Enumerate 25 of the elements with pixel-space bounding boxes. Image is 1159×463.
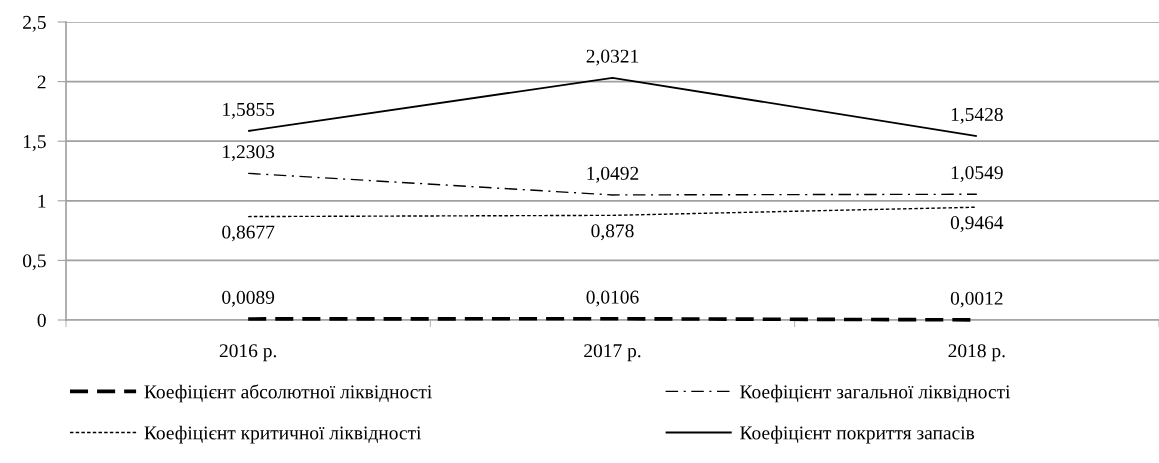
data-label: 1,5428 [951, 107, 1003, 124]
data-label: 0,878 [591, 224, 634, 241]
y-tick-label: 0,5 [22, 254, 46, 271]
data-label: 1,0492 [587, 166, 639, 183]
data-label: 1,2303 [223, 145, 275, 162]
legend-label: Коефіцієнт критичної ліквідності [144, 425, 422, 444]
x-tick-label: 2018 р. [948, 344, 1005, 362]
data-label: 0,0012 [950, 291, 1003, 308]
data-label: 1,5855 [223, 102, 275, 119]
y-tick-label: 2 [37, 75, 46, 89]
legend-label: Коефіцієнт абсолютної ліквідності [144, 384, 432, 403]
data-label: 2,0321 [586, 49, 639, 66]
legend-label: Коефіцієнт загальної ліквідності [740, 384, 1011, 403]
y-tick-label: 2,5 [23, 15, 46, 32]
y-tick-label: 0 [37, 313, 46, 327]
data-label: 1,0549 [951, 166, 1003, 182]
data-label: 0,0106 [586, 290, 639, 307]
x-tick-label: 2017 р. [584, 344, 641, 362]
y-tick-label: 1,5 [23, 135, 46, 151]
x-tick-label: 2016 р. [219, 344, 277, 362]
data-label: 0,8677 [222, 225, 275, 242]
legend-label: Коефіцієнт покриття запасів [740, 425, 975, 444]
y-tick-label: 1 [38, 194, 46, 208]
data-label: 0,0089 [222, 290, 275, 307]
data-label: 0,9464 [950, 216, 1004, 232]
